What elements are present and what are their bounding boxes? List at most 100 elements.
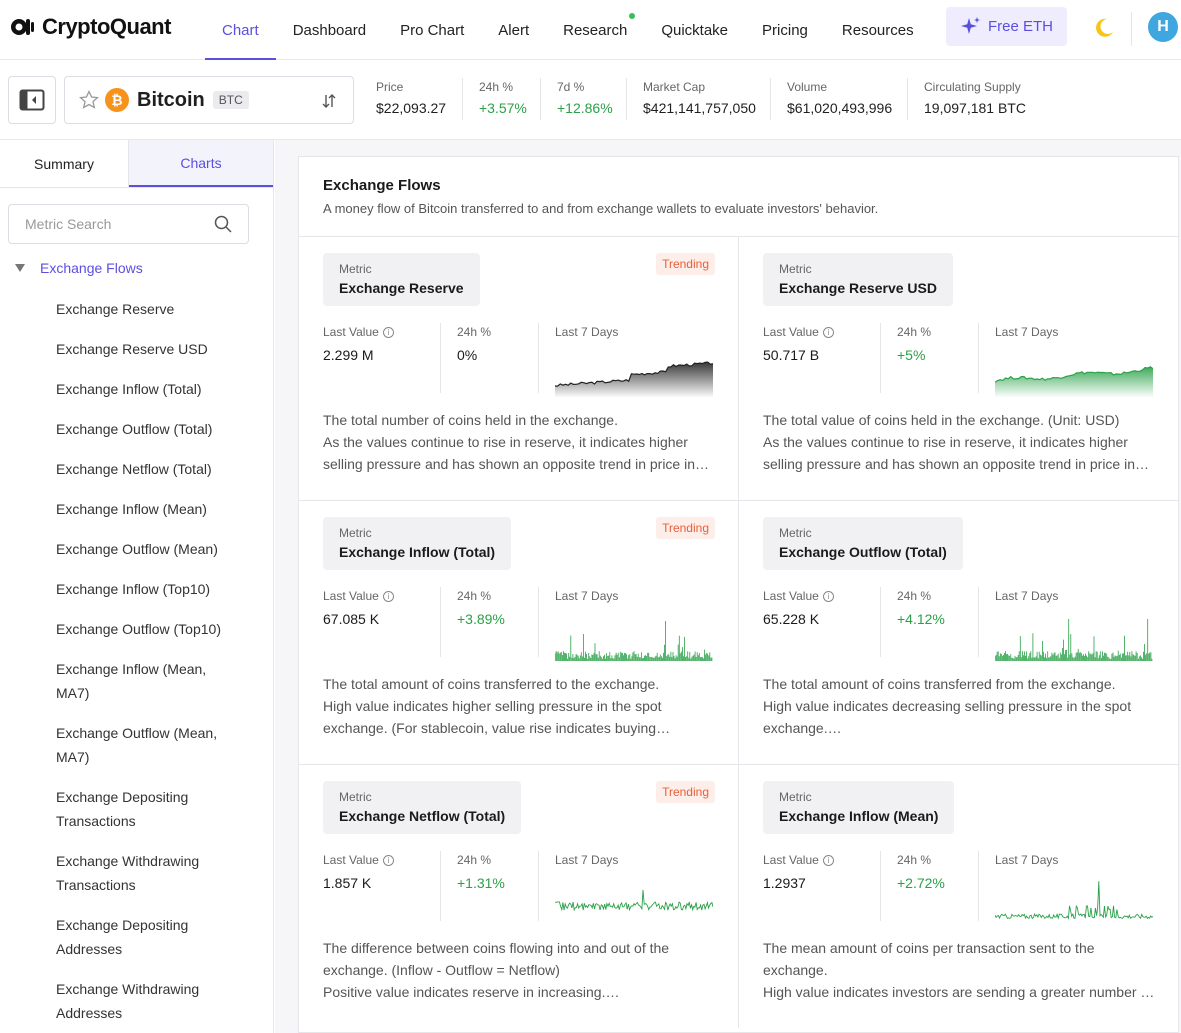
metric-caption: Metric: [339, 262, 372, 276]
stat-price-label: Price: [376, 80, 404, 94]
nav-chart[interactable]: Chart: [205, 0, 276, 60]
pct-24h-block: 24h % 0%: [457, 325, 491, 363]
value-divider: [440, 323, 441, 393]
last-value-label-row: Last Value i: [763, 589, 834, 603]
metric-caption: Metric: [779, 790, 812, 804]
free-eth-button[interactable]: Free ETH: [946, 7, 1067, 46]
stat-7d-value: +12.86%: [557, 100, 613, 116]
user-avatar[interactable]: H: [1148, 12, 1178, 42]
stat-supply-label: Circulating Supply: [924, 80, 1021, 94]
metric-name-box: Metric Exchange Outflow (Total): [763, 517, 963, 570]
tree-group-exchange-flows[interactable]: Exchange Flows: [14, 260, 143, 276]
top-navigation: CryptoQuant Chart Dashboard Pro Chart Al…: [0, 0, 1181, 60]
sidebar-metric-item[interactable]: Exchange Outflow (Top10): [56, 621, 221, 637]
asset-selector[interactable]: ₿ Bitcoin BTC: [64, 76, 354, 124]
nav-quicktake[interactable]: Quicktake: [661, 21, 729, 39]
free-eth-label: Free ETH: [987, 18, 1053, 35]
info-icon[interactable]: i: [822, 590, 834, 602]
last-value-label-row: Last Value i: [323, 589, 394, 603]
metric-caption: Metric: [339, 526, 372, 540]
nav-resources[interactable]: Resources: [841, 21, 914, 39]
caret-down-icon: [15, 264, 25, 272]
metric-description-line: selling pressure and has shown an opposi…: [323, 456, 710, 472]
asset-ticker-badge: BTC: [212, 91, 249, 109]
sidebar-metric-item[interactable]: Exchange Reserve USD: [56, 341, 208, 357]
pct-24h-value: 0%: [457, 347, 478, 363]
metric-card[interactable]: Metric Exchange Inflow (Mean) Last Value i 1…: [738, 764, 1178, 1028]
sidebar-metric-item[interactable]: Exchange Withdrawing Transactions: [56, 853, 200, 893]
sidebar-metric-item[interactable]: Exchange Inflow (Mean): [56, 501, 207, 517]
tab-summary[interactable]: Summary: [0, 140, 129, 187]
metric-description-line: As the values continue to rise in reserv…: [763, 434, 1128, 450]
info-icon[interactable]: i: [382, 854, 394, 866]
sidebar-metric-item[interactable]: Exchange Depositing Addresses: [56, 917, 189, 957]
sidebar-metric-item[interactable]: Exchange Netflow (Total): [56, 461, 212, 477]
metric-card[interactable]: Metric Exchange Inflow (Total) Trending Las…: [299, 500, 739, 764]
trending-badge: Trending: [656, 517, 715, 539]
metric-name: Exchange Inflow (Total): [339, 544, 496, 560]
sidebar-collapse-icon: [19, 89, 45, 111]
info-icon[interactable]: i: [382, 326, 394, 338]
last-value-label-row: Last Value i: [323, 325, 394, 339]
metric-search-input[interactable]: Metric Search: [8, 204, 249, 244]
sparkline-line: [555, 889, 713, 912]
last-7-days-block: Last 7 Days: [555, 325, 618, 339]
nav-pro-chart[interactable]: Pro Chart: [400, 21, 465, 39]
pct-24h-value: +2.72%: [897, 875, 945, 891]
metric-name-box: Metric Exchange Reserve USD: [763, 253, 953, 306]
metric-card[interactable]: Metric Exchange Reserve USD Last Value i 50.…: [738, 236, 1178, 500]
last-value: 67.085 K: [323, 611, 380, 627]
sidebar-metric-item[interactable]: Exchange Outflow (Mean): [56, 541, 218, 557]
section-description: A money flow of Bitcoin transferred to a…: [323, 201, 879, 216]
last-value-label: Last Value: [323, 589, 379, 603]
sidebar-metric-item[interactable]: Exchange Outflow (Total): [56, 421, 213, 437]
sidebar-toggle-button[interactable]: [8, 76, 56, 124]
value-divider: [538, 851, 539, 921]
svg-text:₿: ₿: [111, 92, 122, 108]
swap-sort-icon[interactable]: [321, 92, 337, 110]
sparkline-line: [555, 361, 713, 387]
sidebar-metric-item[interactable]: Exchange Inflow (Mean, MA7): [56, 661, 207, 701]
sidebar-metric-item[interactable]: Exchange Inflow (Top10): [56, 581, 211, 597]
pct-24h-block: 24h % +3.89%: [457, 589, 505, 627]
sidebar-metric-item[interactable]: Exchange Reserve: [56, 301, 175, 317]
stat-7d: 7d % +12.86%: [557, 80, 613, 120]
metric-description: The total amount of coins transferred to…: [323, 673, 719, 739]
metric-card[interactable]: Metric Exchange Outflow (Total) Last Value…: [738, 500, 1178, 764]
stat-volume: Volume $61,020,493,996: [787, 80, 892, 120]
info-icon[interactable]: i: [822, 326, 834, 338]
pct-24h-block: 24h % +4.12%: [897, 589, 945, 627]
pct-24h-label: 24h %: [897, 589, 932, 603]
nav-research[interactable]: Research: [546, 0, 644, 60]
info-icon[interactable]: i: [822, 854, 834, 866]
stat-market-cap-value: $421,141,757,050: [643, 100, 756, 116]
nav-dashboard[interactable]: Dashboard: [292, 21, 367, 39]
sidebar-metric-item[interactable]: Exchange Inflow (Total): [56, 381, 202, 397]
nav-alert[interactable]: Alert: [498, 21, 530, 39]
sparkline-area: [995, 366, 1153, 397]
sparkline-last-7-days: [995, 366, 1153, 397]
stat-divider: [770, 78, 771, 120]
last-value-label: Last Value: [763, 589, 819, 603]
brand-logo[interactable]: CryptoQuant: [10, 14, 171, 40]
last-value-block: Last Value i 50.717 B: [763, 325, 834, 363]
pct-24h-label: 24h %: [457, 589, 492, 603]
metric-name-box: Metric Exchange Inflow (Total): [323, 517, 512, 570]
stat-volume-value: $61,020,493,996: [787, 100, 893, 116]
metric-card[interactable]: Metric Exchange Netflow (Total) Trending La…: [299, 764, 739, 1028]
value-divider: [440, 587, 441, 657]
last-7-days-block: Last 7 Days: [995, 853, 1058, 867]
sidebar-metric-item[interactable]: Exchange Depositing Transactions: [56, 789, 189, 829]
metric-card[interactable]: Metric Exchange Reserve Trending Last Value…: [299, 236, 739, 500]
nav-pricing[interactable]: Pricing: [762, 21, 808, 39]
info-icon[interactable]: i: [382, 590, 394, 602]
sidebar-metric-item[interactable]: Exchange Outflow (Mean, MA7): [56, 725, 218, 765]
tab-charts[interactable]: Charts: [129, 140, 273, 187]
last-value-label: Last Value: [763, 325, 819, 339]
dark-mode-moon-icon[interactable]: [1092, 16, 1116, 40]
sidebar-tabs: Summary Charts: [0, 140, 273, 188]
cryptoquant-logo-icon: [11, 19, 34, 35]
star-favorite-icon[interactable]: [79, 90, 99, 110]
sidebar-metric-item[interactable]: Exchange Withdrawing Addresses: [56, 981, 200, 1021]
metric-description-line: selling pressure and has shown an opposi…: [763, 456, 1150, 472]
